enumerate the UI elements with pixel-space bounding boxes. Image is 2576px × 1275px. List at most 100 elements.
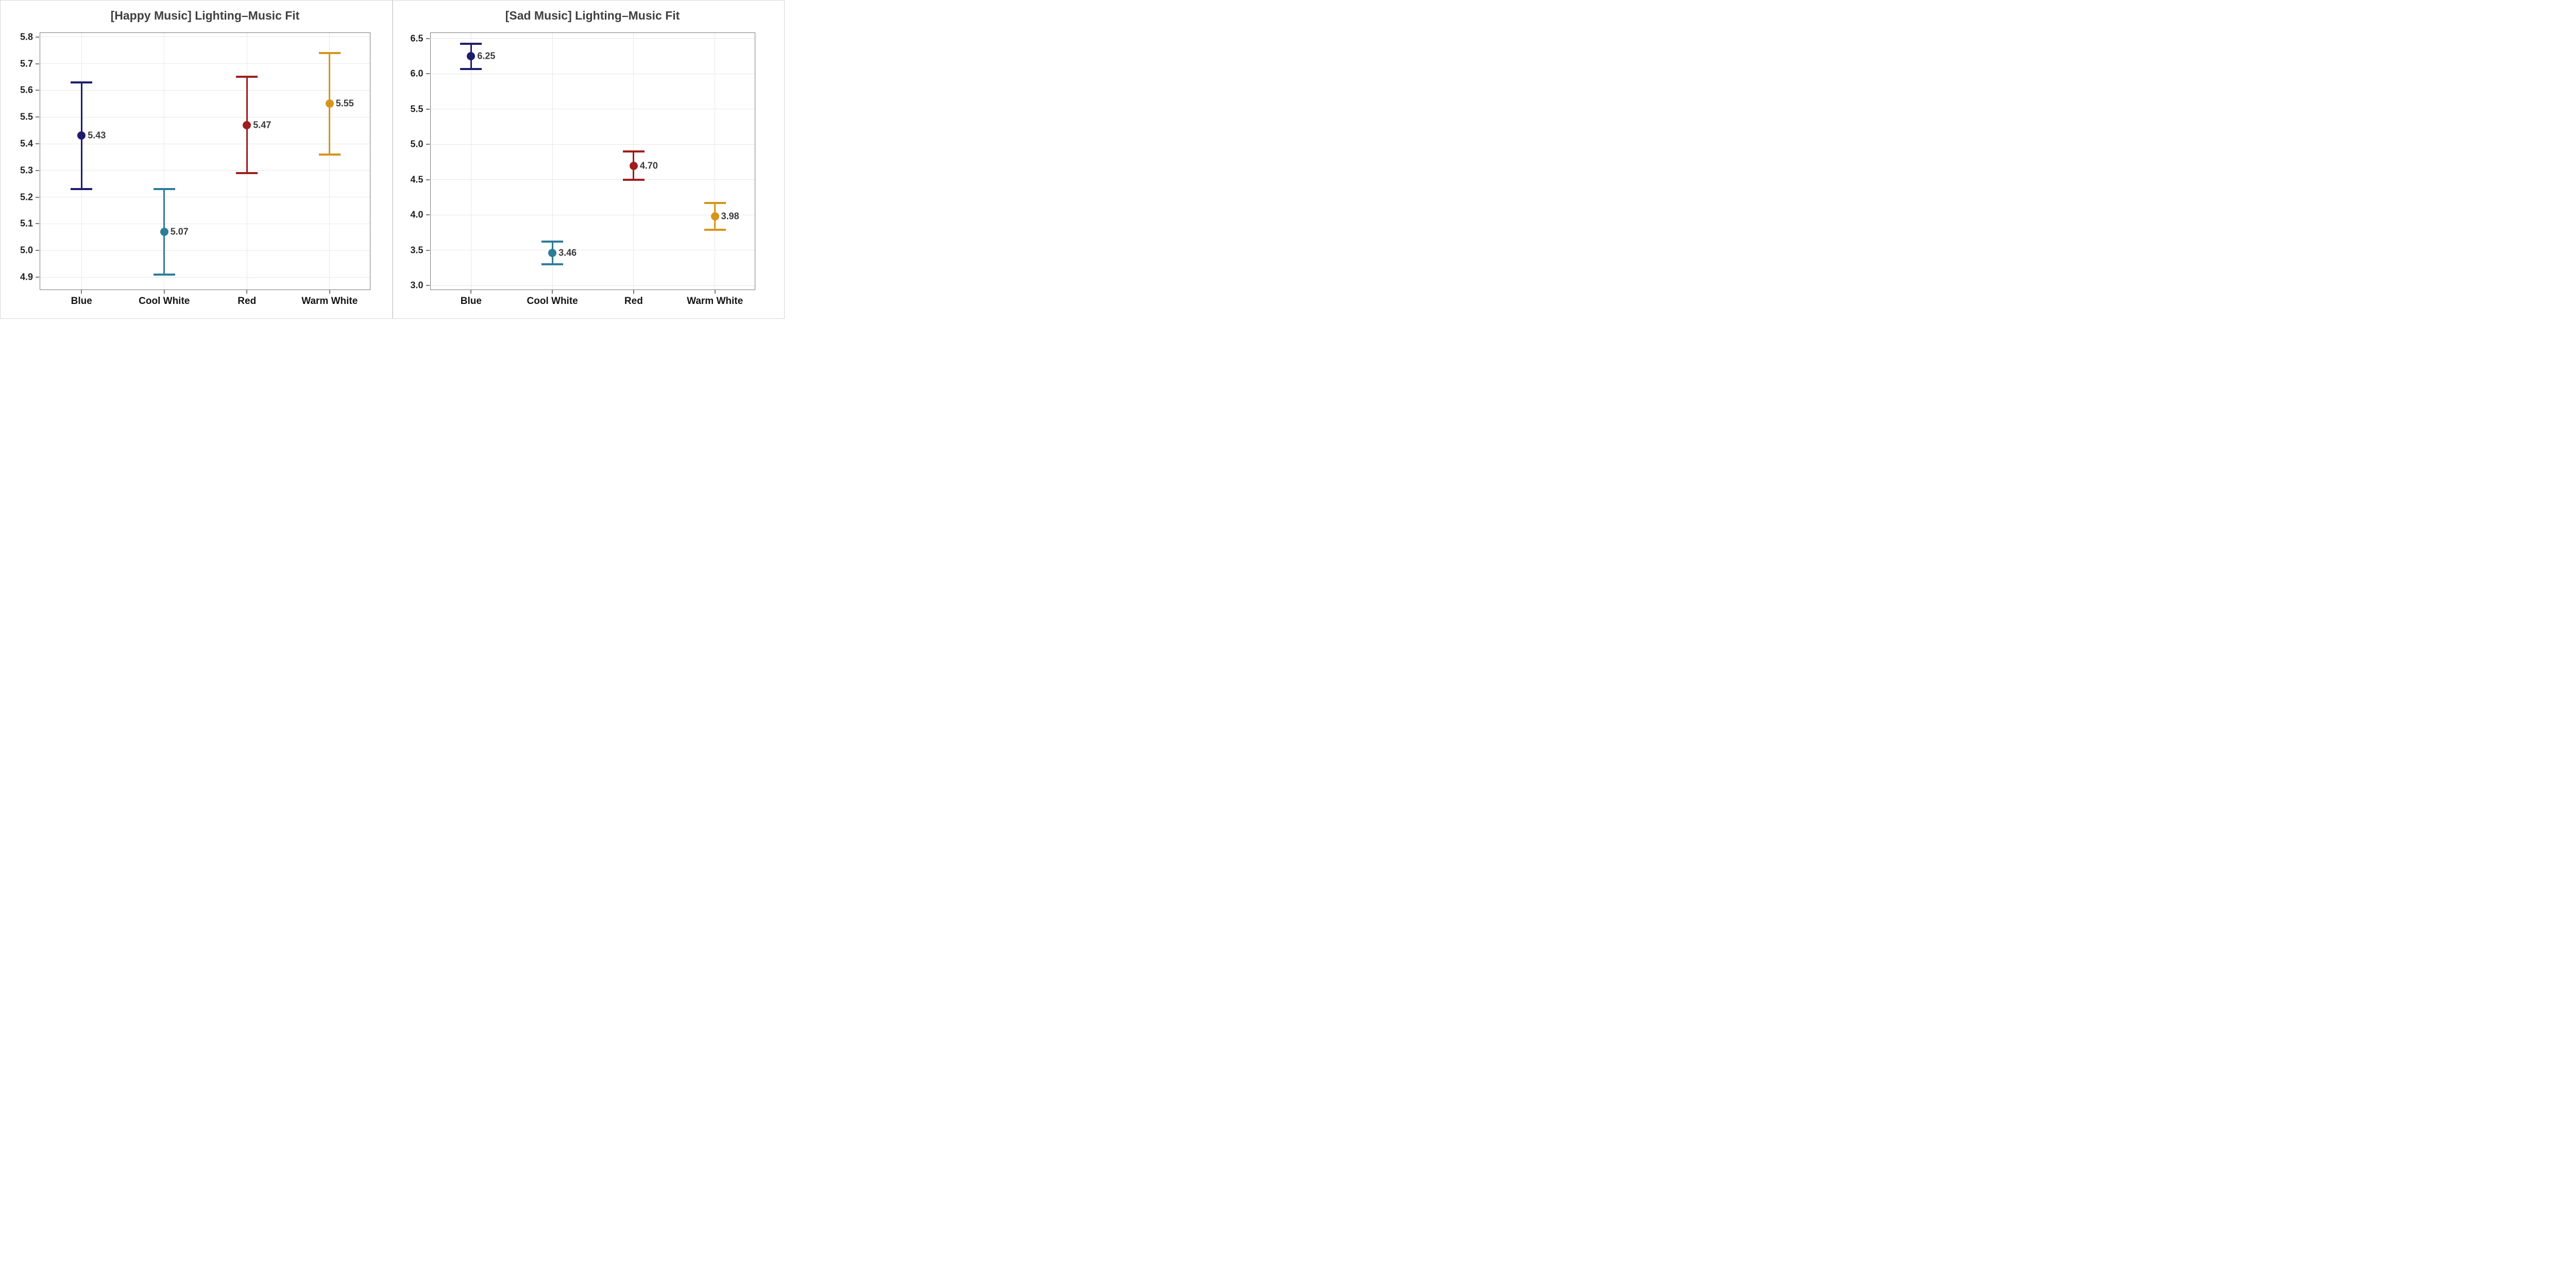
y-axis-tick-label: 5.0 [20,245,33,256]
data-point-marker [629,161,638,170]
error-bar-cap-bottom [541,263,564,266]
error-bar-cap-bottom [153,273,175,276]
happy-music-plot-area: 5.8 5.7 5.6 5.5 5.4 5.3 5.2 5.1 5.0 4.9 Blue Cool W… [20,31,370,307]
x-category-label: Cool White [139,296,190,307]
y-gridline [40,63,370,64]
x-axis-tick-mark [246,290,248,294]
panel-divider [392,1,393,318]
y-axis-tick-mark [426,214,430,216]
error-bar-cap-top [460,42,482,45]
x-axis-tick-mark [714,290,716,294]
error-bar-cap-top [236,76,258,78]
y-axis-tick-label: 3.5 [410,245,423,256]
y-axis-tick-label: 5.1 [20,218,33,229]
data-point-marker [548,249,557,258]
y-gridline [430,144,755,145]
data-point-value-label: 3.98 [721,211,739,222]
y-gridline [40,170,370,171]
y-axis-tick-label: 5.6 [20,84,33,95]
y-gridline [430,38,755,39]
data-point-value-label: 5.43 [88,130,106,141]
y-axis-tick-mark [426,73,430,75]
x-category-label: Cool White [527,296,578,307]
data-point-value-label: 3.46 [558,247,577,258]
x-category-label: Warm White [301,296,358,307]
x-axis-tick-mark [163,290,165,294]
y-gridline [40,277,370,278]
data-point-value-label: 5.55 [335,98,354,109]
error-bar-cap-top [704,202,726,205]
y-axis-tick-mark [36,277,39,278]
y-axis-tick-label: 5.5 [410,104,423,114]
y-axis-tick-mark [36,90,39,91]
sad-music-chart-title: [Sad Music] Lighting–Music Fit [505,9,680,22]
y-axis-tick-label: 5.2 [20,192,33,202]
x-category-label: Blue [71,296,92,307]
y-axis-tick-mark [36,143,39,145]
x-category-label: Red [238,296,257,307]
error-bar-cap-top [541,241,564,243]
y-axis-tick-mark [426,144,430,145]
y-axis-tick-mark [36,196,39,198]
x-axis-tick-mark [81,290,82,294]
y-axis-tick-label: 6.5 [410,33,423,44]
y-axis-tick-mark [36,36,39,38]
y-axis-tick-label: 6.0 [410,68,423,79]
y-axis-tick-mark [426,285,430,286]
error-bar-cap-bottom [71,188,93,191]
data-point-marker [77,131,86,140]
y-axis-tick-mark [426,38,430,39]
sad-music-chart-panel: [Sad Music] Lighting–Music Fit 6.5 6.0 5.5… [393,1,784,318]
x-axis-tick-mark [470,290,472,294]
data-point-marker [160,228,168,236]
error-bar-cap-top [153,188,175,191]
y-axis-tick-label: 5.8 [20,31,33,42]
happy-music-chart-title: [Happy Music] Lighting–Music Fit [110,9,300,22]
y-gridline [40,90,370,91]
y-axis-tick-label: 5.3 [20,165,33,176]
error-bar-cap-bottom [704,229,726,231]
error-bar-cap-top [622,150,645,153]
data-point-marker [467,52,476,61]
x-gridline [552,33,553,290]
sad-music-plot-area: 6.5 6.0 5.5 5.0 4.5 4.0 3.5 3.0 Blue Cool White Re… [410,32,755,307]
error-bar-cap-bottom [460,67,482,70]
y-axis-tick-label: 5.7 [20,58,33,69]
x-category-label: Warm White [687,296,743,307]
y-axis-tick-label: 4.5 [410,174,423,185]
error-bar-cap-bottom [318,153,341,156]
error-bar-cap-bottom [236,172,258,175]
data-point-marker [710,212,719,221]
y-gridline [430,179,755,180]
y-gridline [40,250,370,251]
y-axis-tick-mark [36,63,39,64]
x-axis-tick-mark [329,290,330,294]
y-axis-tick-label: 4.0 [410,209,423,220]
data-point-marker [243,121,251,129]
y-axis-tick-mark [36,169,39,171]
figure: [Happy Music] Lighting–Music Fit 5.8 5.7 5… [0,0,785,319]
y-axis-tick-label: 5.5 [20,111,33,122]
x-axis-tick-mark [633,290,634,294]
error-bar-cap-top [71,81,93,83]
x-gridline [329,33,330,290]
data-point-value-label: 5.07 [170,226,189,237]
error-bar-cap-bottom [622,178,645,181]
y-axis-tick-label: 3.0 [410,280,423,291]
x-category-label: Blue [460,296,482,307]
happy-music-chart-panel: [Happy Music] Lighting–Music Fit 5.8 5.7 5… [1,1,392,318]
y-axis-tick-mark [36,223,39,225]
data-point-value-label: 5.47 [253,120,272,130]
x-category-label: Red [624,296,643,307]
y-gridline [430,285,755,286]
error-bar-cap-top [318,52,341,54]
y-axis-tick-mark [36,250,39,251]
data-point-value-label: 6.25 [477,50,496,61]
y-axis-tick-label: 5.4 [20,138,33,149]
y-axis-tick-label: 4.9 [20,271,33,282]
y-axis-tick-mark [426,108,430,110]
x-axis-tick-mark [552,290,553,294]
data-point-marker [325,99,334,108]
y-axis-tick-mark [426,249,430,251]
data-point-value-label: 4.70 [639,160,658,171]
